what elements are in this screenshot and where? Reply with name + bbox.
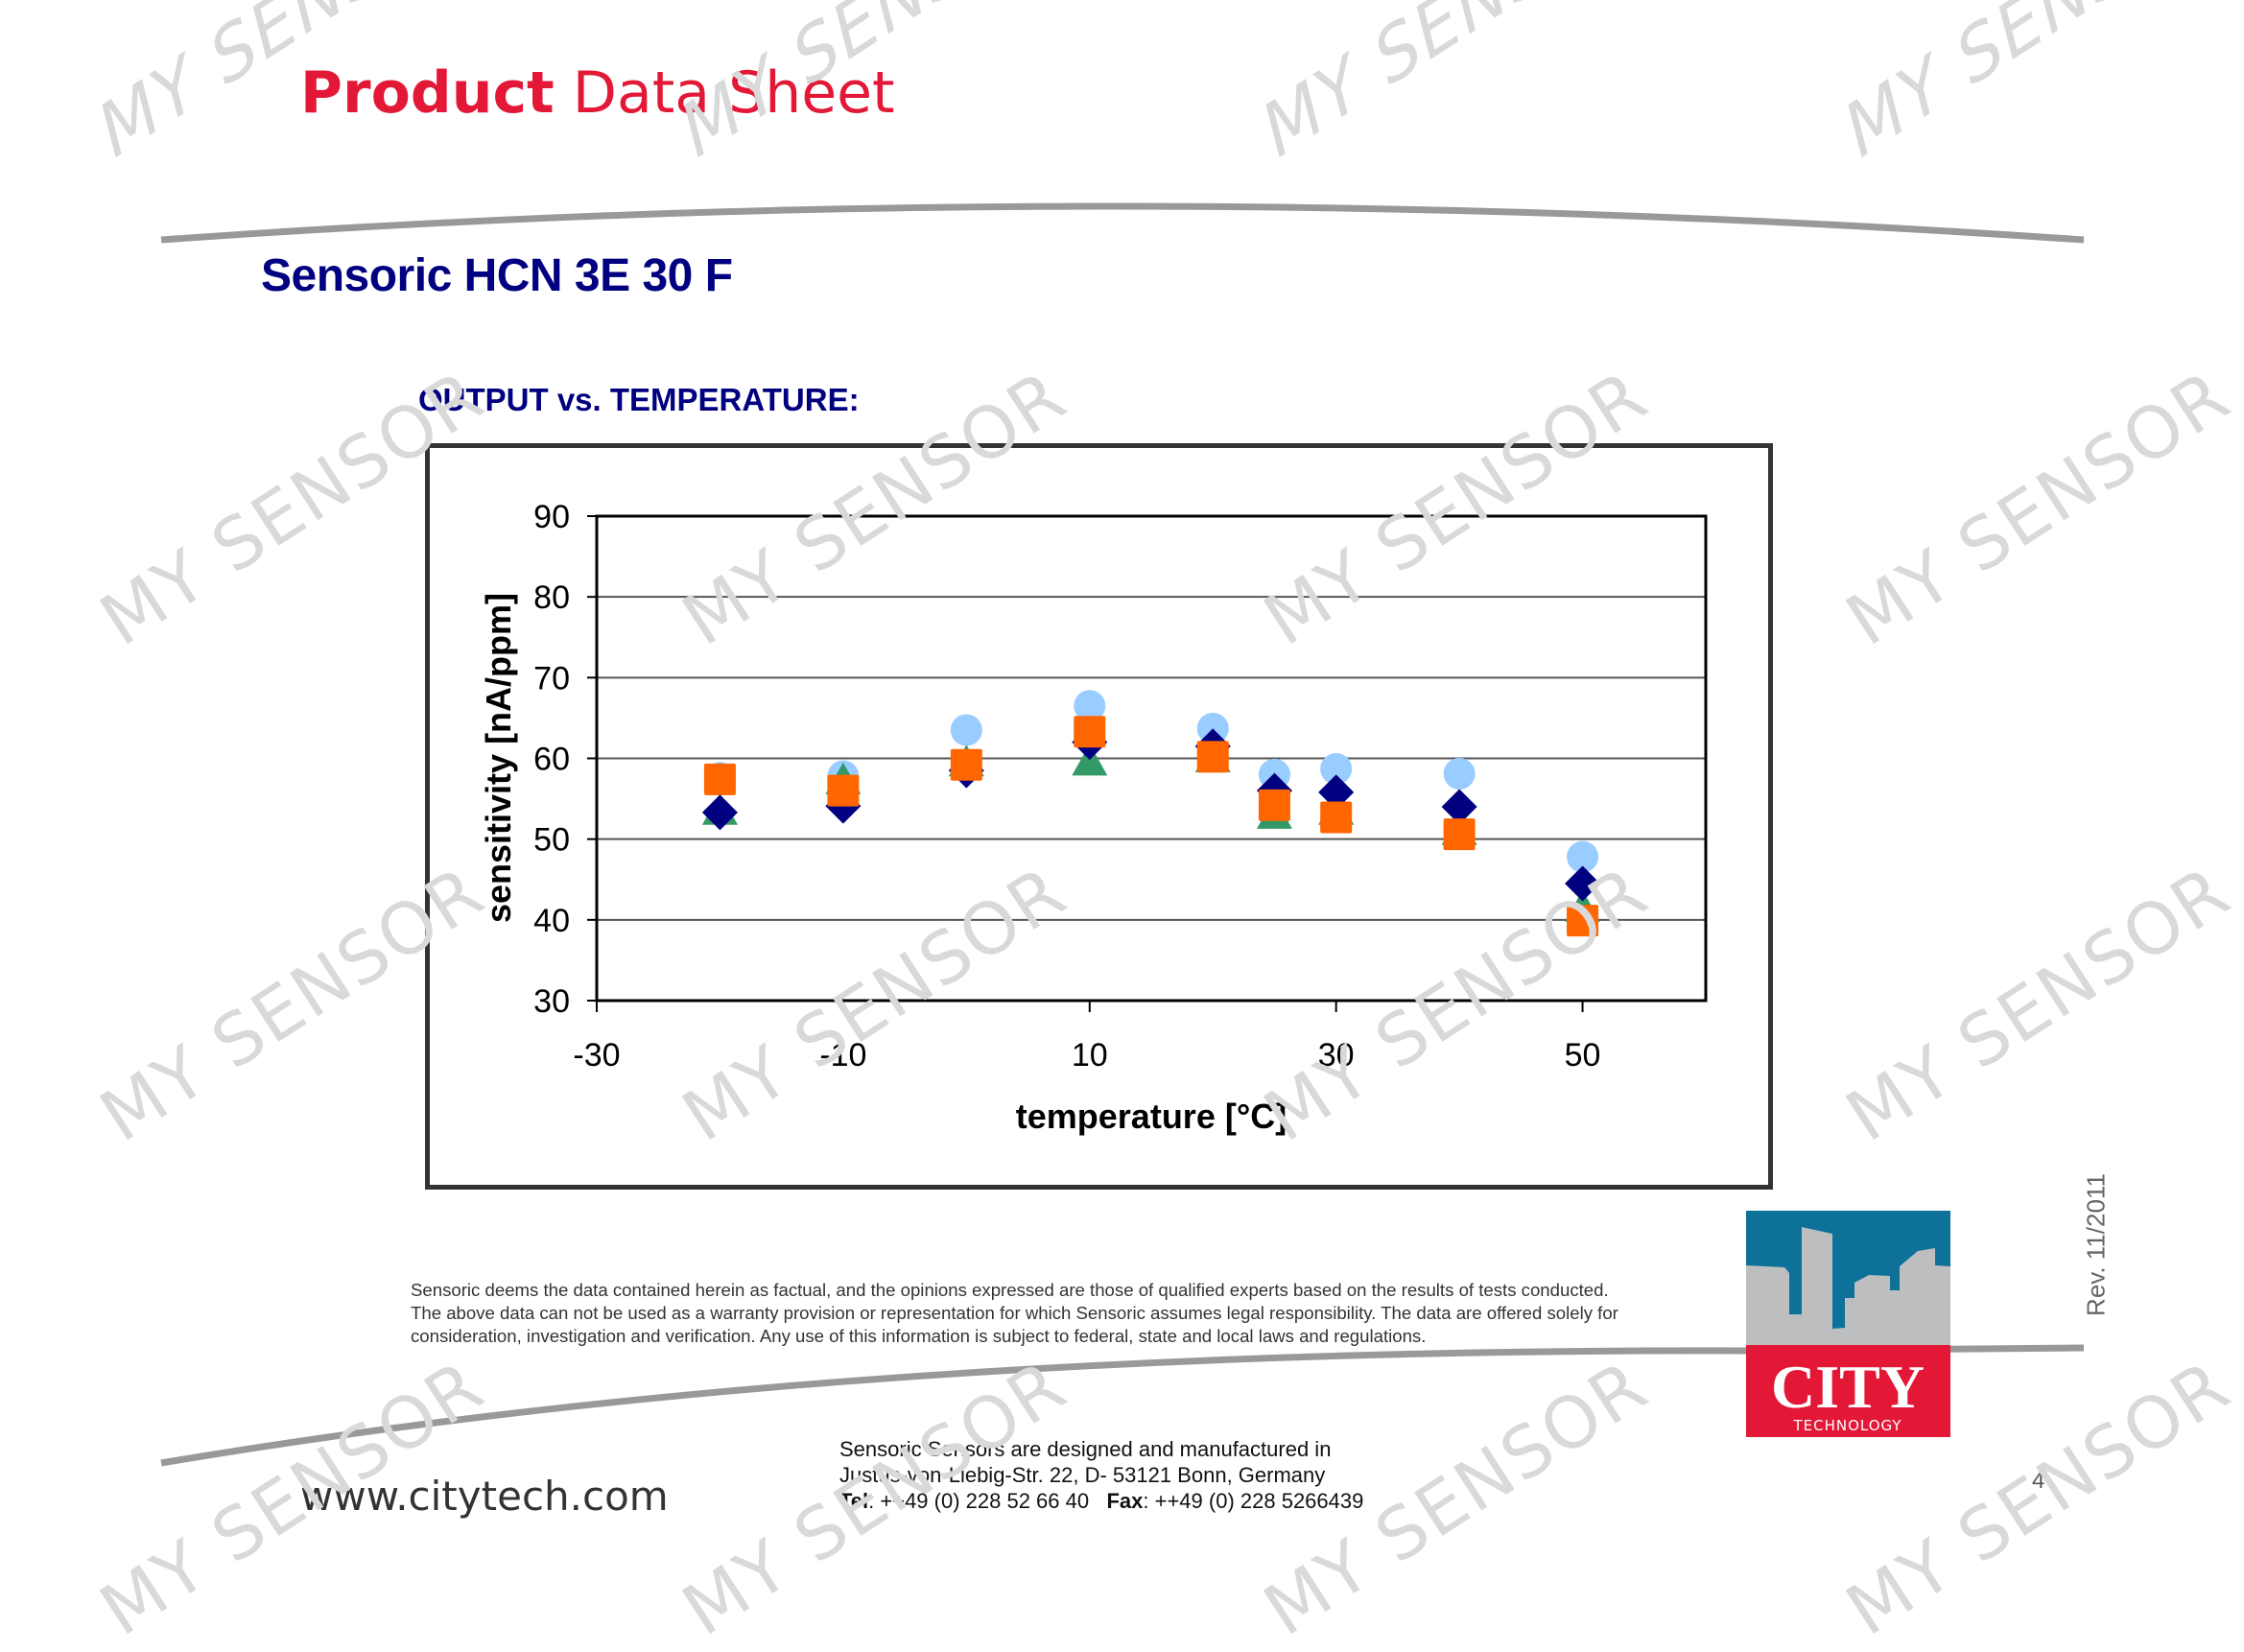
- x-tick-label: 30: [1318, 1037, 1355, 1074]
- disclaimer-line: consideration, investigation and verific…: [411, 1326, 1427, 1346]
- chart-gridlines: [597, 596, 1706, 921]
- address-line: Sensoric Sensors are designed and manufa…: [839, 1437, 1332, 1461]
- disclaimer-line: The above data can not be used as a warr…: [411, 1303, 1618, 1323]
- watermark-text: MY SENSOR: [86, 850, 499, 1159]
- logo-word: CITY: [1771, 1353, 1925, 1421]
- heading-light: Data Sheet: [572, 59, 895, 127]
- watermark-text: MY SENSOR: [1250, 0, 1653, 175]
- data-point-diamond: [1565, 865, 1601, 902]
- website-link[interactable]: www.citytech.com: [300, 1473, 669, 1520]
- y-tick-label: 40: [533, 903, 570, 939]
- watermark-text: MY SENSOR: [669, 1344, 1081, 1652]
- decorative-curves: [160, 202, 2085, 1467]
- watermark-text: MY SENSOR: [1832, 0, 2235, 175]
- output-vs-temperature-chart: 30 40 50 60 70 80 90 -30 -10 10 30 50 temperature […: [479, 499, 1708, 1136]
- series-square: [703, 716, 1599, 937]
- watermark-layer: MY SENSOR MY SENSOR MY SENSOR MY SENSOR MY S…: [86, 0, 2244, 1652]
- tel-label: Tel: [839, 1489, 869, 1513]
- data-point-square: [1567, 905, 1599, 937]
- fax-label: Fax: [1106, 1489, 1144, 1513]
- watermark-text: MY SENSOR: [86, 354, 499, 663]
- y-tick-label: 80: [533, 579, 570, 616]
- product-data-sheet-heading: Product Data Sheet: [300, 59, 895, 127]
- plot-area: [595, 514, 1708, 1003]
- data-point-circle: [1567, 840, 1599, 873]
- fax-value: : ++49 (0) 228 5266439: [1143, 1489, 1364, 1513]
- watermark-text: MY SENSOR: [669, 850, 1081, 1159]
- data-point-diamond: [1441, 789, 1477, 825]
- watermark-text: MY SENSOR: [669, 354, 1081, 663]
- contact-line: Tel: ++49 (0) 228 52 66 40 Fax: ++49 (0)…: [839, 1488, 1363, 1514]
- data-point-diamond: [701, 794, 738, 831]
- watermark-text: MY SENSOR: [669, 0, 1072, 175]
- x-tick-label: -30: [573, 1037, 620, 1074]
- y-tick-label: 60: [533, 742, 570, 778]
- x-tick-label: 50: [1565, 1037, 1601, 1074]
- manufacturer-address: Sensoric Sensors are designed and manufa…: [839, 1436, 1363, 1514]
- data-point-square: [1258, 789, 1290, 821]
- chart-axes: [587, 514, 1708, 1012]
- page-number: 4: [2032, 1468, 2045, 1494]
- data-point-circle: [1320, 752, 1353, 785]
- y-tick-label: 70: [533, 660, 570, 696]
- product-name: Sensoric HCN 3E 30 F: [261, 250, 733, 301]
- watermark-text: MY SENSOR: [1832, 354, 2244, 663]
- y-tick-label: 50: [533, 822, 570, 859]
- tel-value: : ++49 (0) 228 52 66 40: [868, 1489, 1090, 1513]
- data-point-square: [1320, 801, 1353, 834]
- chart-tick-labels: 30 40 50 60 70 80 90 -30 -10 10 30 50: [533, 499, 1600, 1074]
- watermark-text: MY SENSOR: [1832, 850, 2244, 1159]
- y-tick-label: 30: [533, 983, 570, 1020]
- data-point-circle: [1196, 712, 1229, 744]
- watermark-text: MY SENSOR: [1250, 354, 1663, 663]
- data-point-circle: [1443, 757, 1476, 790]
- data-point-circle: [1074, 690, 1106, 722]
- data-point-square: [703, 763, 736, 795]
- watermark-text: MY SENSOR: [1832, 1344, 2244, 1652]
- watermark-text: MY SENSOR: [86, 1344, 499, 1652]
- disclaimer: Sensoric deems the data contained herein…: [411, 1279, 1744, 1348]
- city-technology-logo: CITY TECHNOLOGY: [1746, 1211, 1950, 1437]
- heading-bold: Product: [300, 59, 555, 127]
- y-tick-label: 90: [533, 499, 570, 535]
- data-point-diamond: [1318, 774, 1355, 811]
- data-point-square: [827, 774, 860, 807]
- x-tick-label: -10: [819, 1037, 866, 1074]
- x-axis-label: temperature [°C]: [1016, 1097, 1287, 1136]
- chart-frame: [425, 443, 1773, 1190]
- logo-red-band: [1746, 1345, 1950, 1437]
- logo-skyline: [1746, 1227, 1950, 1345]
- address-line: Justus-von-Liebig-Str. 22, D- 53121 Bonn…: [839, 1463, 1326, 1487]
- y-axis-label: sensitivity [nA/ppm]: [479, 593, 518, 923]
- data-point-square: [1443, 818, 1476, 851]
- x-tick-label: 10: [1072, 1037, 1108, 1074]
- logo-subword: TECHNOLOGY: [1792, 1417, 1901, 1434]
- watermark-text: MY SENSOR: [86, 0, 489, 175]
- data-point-circle: [950, 714, 982, 746]
- disclaimer-line: Sensoric deems the data contained herein…: [411, 1280, 1609, 1300]
- chart-data-points: [701, 690, 1601, 937]
- data-point-square: [950, 748, 982, 781]
- chart-section-title: OUTPUT vs. TEMPERATURE:: [418, 382, 860, 417]
- watermark-text: MY SENSOR: [1250, 1344, 1663, 1652]
- data-point-square: [1196, 741, 1229, 773]
- watermark-text: MY SENSOR: [1250, 850, 1663, 1159]
- data-point-square: [1074, 716, 1106, 748]
